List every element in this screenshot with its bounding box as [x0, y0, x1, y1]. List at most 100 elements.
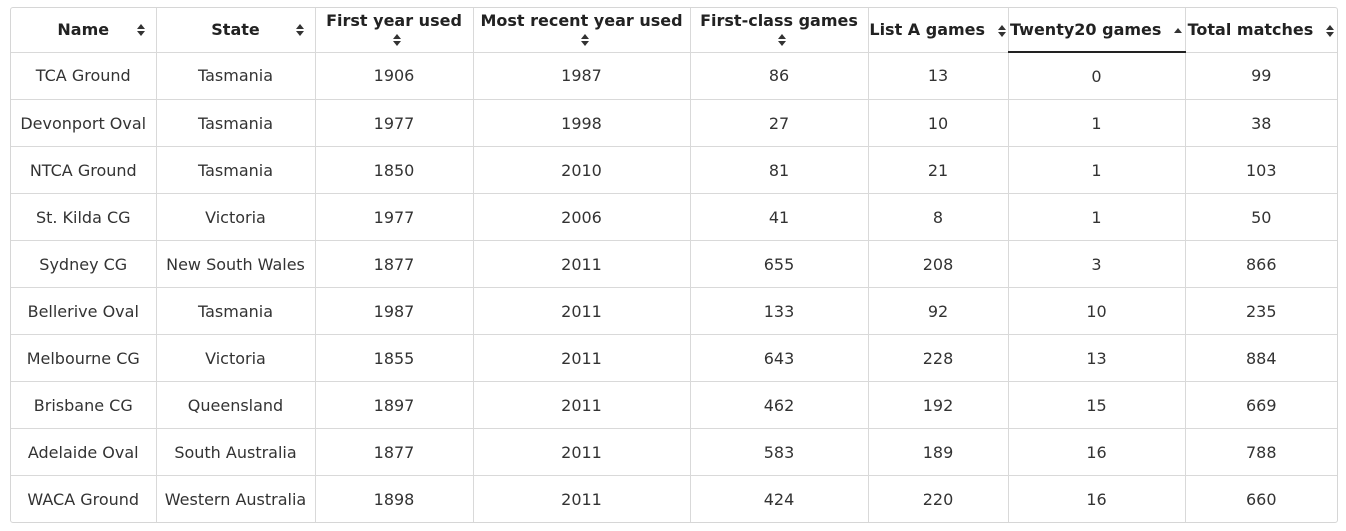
column-header-state[interactable]: State — [156, 8, 316, 53]
sort-both-icon — [295, 24, 305, 36]
cell-first-year: 1877 — [315, 428, 474, 476]
cell-first-class: 27 — [690, 99, 869, 147]
column-header-name[interactable]: Name — [11, 8, 157, 53]
cell-first-year: 1987 — [315, 287, 474, 335]
cell-twenty20: 15 — [1008, 381, 1186, 429]
cell-recent-year: 2011 — [473, 381, 691, 429]
cell-first-class: 583 — [690, 428, 869, 476]
cell-first-year: 1898 — [315, 475, 474, 522]
cell-twenty20: 0 — [1008, 52, 1186, 100]
cell-state: Victoria — [156, 193, 316, 241]
cell-list-a: 192 — [868, 381, 1009, 429]
cell-name: Brisbane CG — [11, 381, 157, 429]
sort-both-icon — [778, 34, 787, 47]
cell-state: Western Australia — [156, 475, 316, 522]
table-row: Melbourne CG Victoria 1855 2011 643 228 13 884 — [11, 334, 1337, 382]
cell-state: Tasmania — [156, 52, 316, 100]
column-header-label: Twenty20 games — [1010, 20, 1162, 39]
cell-total: 103 — [1185, 146, 1337, 194]
cell-total: 884 — [1185, 334, 1337, 382]
cell-first-year: 1906 — [315, 52, 474, 100]
cell-recent-year: 2011 — [473, 334, 691, 382]
column-header-first-class[interactable]: First-class games — [690, 8, 869, 53]
cell-name: Sydney CG — [11, 240, 157, 288]
column-header-total[interactable]: Total matches — [1185, 8, 1337, 53]
cell-first-class: 643 — [690, 334, 869, 382]
column-header-label: Name — [57, 20, 110, 40]
table-row: WACA Ground Western Australia 1898 2011 424 2… — [11, 475, 1337, 522]
cell-list-a: 92 — [868, 287, 1009, 335]
column-header-list-a[interactable]: List A games — [868, 8, 1009, 53]
table-row: St. Kilda CG Victoria 1977 2006 41 8 1 50 — [11, 193, 1337, 241]
data-table-container: Name State First year used Most recent y… — [10, 7, 1338, 523]
cricket-grounds-table: Name State First year used Most recent y… — [11, 8, 1337, 522]
cell-name: NTCA Ground — [11, 146, 157, 194]
cell-list-a: 189 — [868, 428, 1009, 476]
column-header-recent-year[interactable]: Most recent year used — [473, 8, 691, 53]
column-header-label: List A games — [869, 20, 986, 40]
sort-both-icon — [136, 24, 146, 36]
cell-recent-year: 2010 — [473, 146, 691, 194]
cell-twenty20: 3 — [1008, 240, 1186, 288]
cell-list-a: 21 — [868, 146, 1009, 194]
column-header-twenty20[interactable]: Twenty20 games — [1008, 8, 1186, 53]
cell-state: Tasmania — [156, 146, 316, 194]
cell-name: St. Kilda CG — [11, 193, 157, 241]
cell-twenty20: 13 — [1008, 334, 1186, 382]
cell-twenty20: 1 — [1008, 193, 1186, 241]
table-header: Name State First year used Most recent y… — [11, 8, 1337, 53]
cell-first-class: 86 — [690, 52, 869, 100]
table-row: Devonport Oval Tasmania 1977 1998 27 10 1 38 — [11, 99, 1337, 147]
cell-twenty20: 10 — [1008, 287, 1186, 335]
cell-state: Tasmania — [156, 287, 316, 335]
cell-state: Victoria — [156, 334, 316, 382]
cell-list-a: 10 — [868, 99, 1009, 147]
cell-total: 235 — [1185, 287, 1337, 335]
cell-first-class: 424 — [690, 475, 869, 522]
cell-state: New South Wales — [156, 240, 316, 288]
sort-both-icon — [580, 34, 590, 47]
cell-first-year: 1897 — [315, 381, 474, 429]
table-row: Bellerive Oval Tasmania 1987 2011 133 92 10 235 — [11, 287, 1337, 335]
column-header-first-year[interactable]: First year used — [315, 8, 474, 53]
cell-name: Bellerive Oval — [11, 287, 157, 335]
column-header-label: Most recent year used — [480, 10, 683, 30]
cell-total: 660 — [1245, 489, 1277, 509]
table-row: TCA Ground Tasmania 1906 1987 86 13 0 99 — [11, 52, 1337, 100]
cell-first-year: 1977 — [315, 99, 474, 147]
cell-state: South Australia — [156, 428, 316, 476]
sort-both-icon — [393, 34, 402, 47]
cell-recent-year: 2011 — [473, 428, 691, 476]
column-header-label: First year used — [326, 10, 462, 30]
cell-first-class: 41 — [690, 193, 869, 241]
table-row: NTCA Ground Tasmania 1850 2010 81 21 1 103 — [11, 146, 1337, 194]
cell-name: Devonport Oval — [11, 99, 157, 147]
cell-total: 866 — [1185, 240, 1337, 288]
cell-name: WACA Ground — [11, 475, 157, 522]
cell-total: 38 — [1185, 99, 1337, 147]
cell-state: Tasmania — [156, 99, 316, 147]
cell-name: Adelaide Oval — [11, 428, 157, 476]
cell-twenty20: 16 — [1008, 475, 1186, 522]
column-header-label: First-class games — [700, 10, 858, 30]
cell-list-a: 220 — [868, 475, 1009, 522]
sort-both-icon — [1325, 24, 1335, 37]
cell-total: 99 — [1185, 52, 1337, 100]
cell-twenty20: 1 — [1008, 99, 1186, 147]
cell-list-a: 228 — [868, 334, 1009, 382]
cell-twenty20: 1 — [1008, 146, 1186, 194]
cell-name: TCA Ground — [11, 52, 157, 100]
cell-recent-year: 2006 — [473, 193, 691, 241]
cell-first-class: 462 — [690, 381, 869, 429]
cell-total: 669 — [1185, 381, 1337, 429]
cell-twenty20: 16 — [1008, 428, 1186, 476]
cell-recent-year: 2011 — [473, 475, 691, 522]
cell-list-a: 208 — [868, 240, 1009, 288]
table-row: Brisbane CG Queensland 1897 2011 462 192 15 669 — [11, 381, 1337, 429]
cell-first-class: 655 — [690, 240, 869, 288]
cell-first-year: 1855 — [315, 334, 474, 382]
column-header-label: State — [211, 20, 260, 40]
cell-first-year: 1977 — [315, 193, 474, 241]
cell-first-year: 1877 — [315, 240, 474, 288]
table-row: Adelaide Oval South Australia 1877 2011 583 1… — [11, 428, 1337, 476]
